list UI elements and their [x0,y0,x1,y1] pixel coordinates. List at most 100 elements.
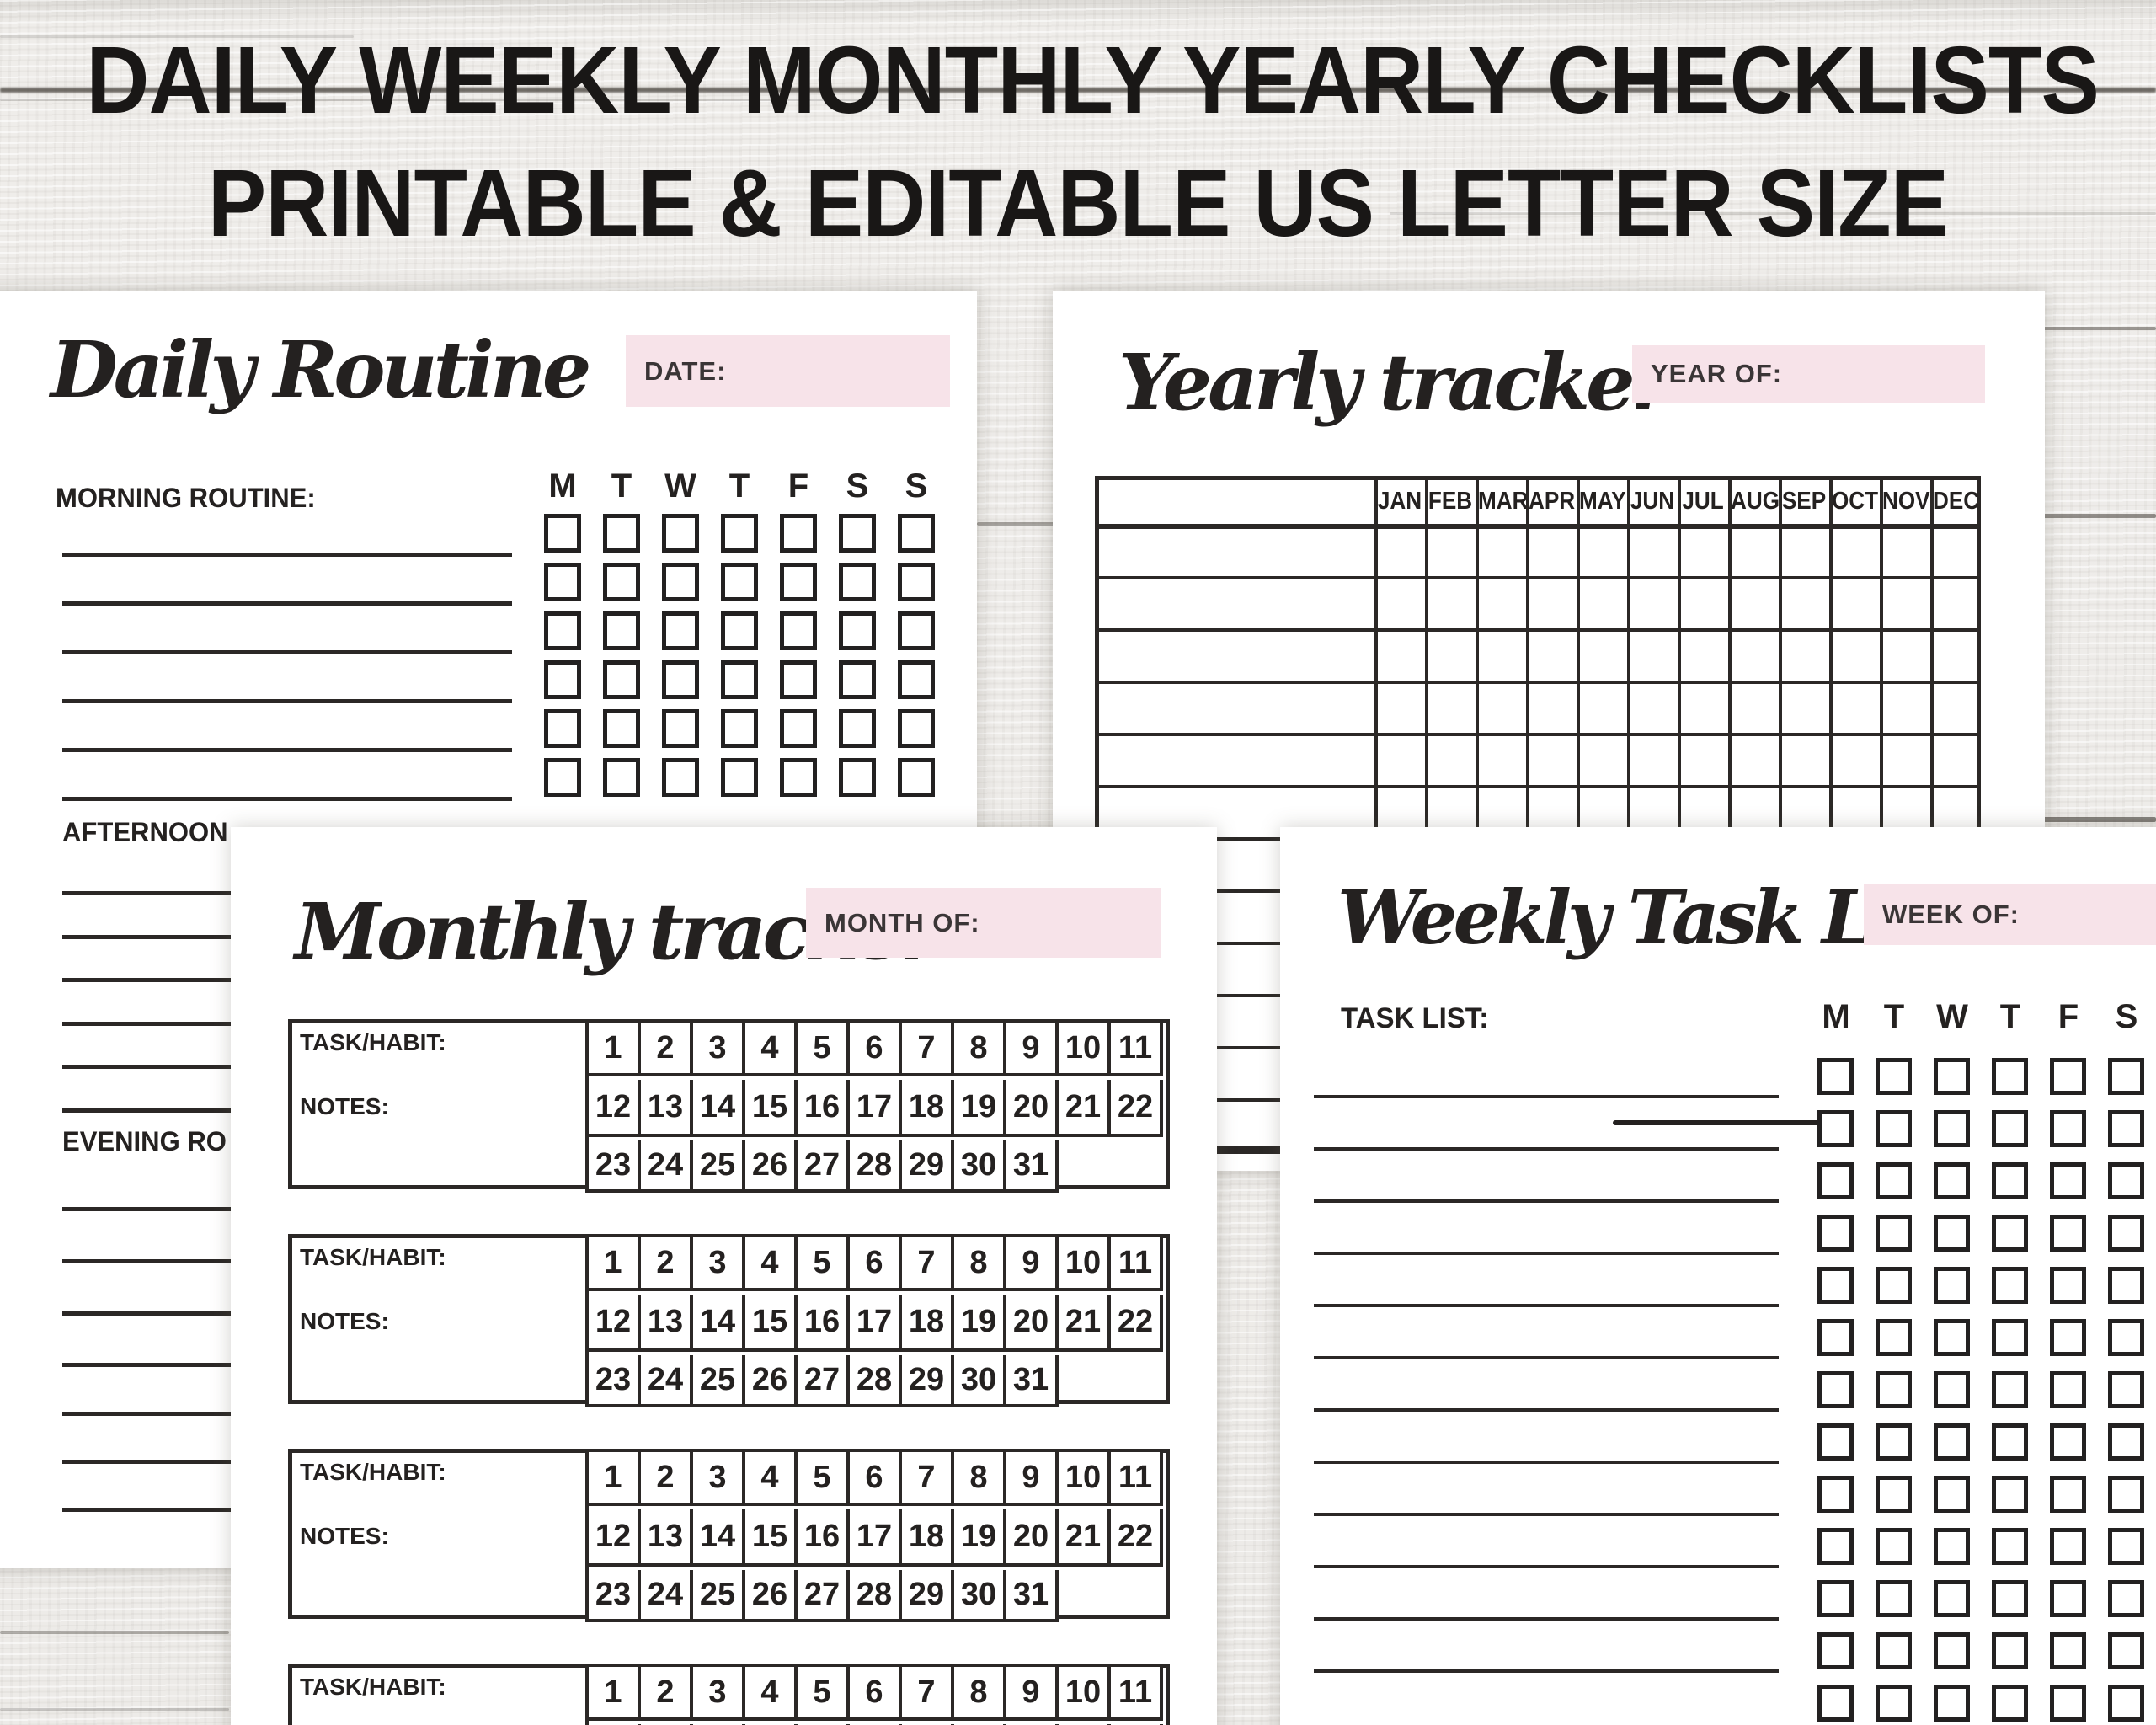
day-checkbox[interactable] [1992,1371,2028,1408]
day-number-cell[interactable]: 24 [641,1140,693,1193]
day-checkbox[interactable] [1876,1423,1912,1461]
day-checkbox[interactable] [1876,1319,1912,1356]
day-checkbox[interactable] [1992,1267,2028,1304]
day-checkbox[interactable] [2050,1685,2086,1722]
day-number-cell[interactable]: 4 [745,1452,798,1506]
day-checkbox[interactable] [662,758,699,797]
day-checkbox[interactable] [780,514,817,553]
day-number-cell[interactable]: 30 [954,1570,1006,1622]
day-checkbox[interactable] [1817,1267,1854,1304]
day-checkbox[interactable] [544,514,581,553]
day-number-cell[interactable]: 1 [589,1667,641,1721]
day-checkbox[interactable] [2050,1162,2086,1199]
day-checkbox[interactable] [780,758,817,797]
day-checkbox[interactable] [721,563,758,601]
day-number-cell[interactable]: 3 [693,1023,745,1076]
day-checkbox[interactable] [1817,1685,1854,1722]
day-checkbox[interactable] [2108,1162,2144,1199]
day-number-cell[interactable]: 3 [693,1237,745,1291]
day-checkbox[interactable] [1817,1319,1854,1356]
day-checkbox[interactable] [898,660,935,699]
day-number-cell[interactable]: 25 [693,1570,745,1622]
day-number-cell[interactable]: 30 [954,1140,1006,1193]
day-checkbox[interactable] [2050,1476,2086,1513]
day-checkbox[interactable] [1817,1162,1854,1199]
day-number-cell[interactable]: 1 [589,1023,641,1076]
day-checkbox[interactable] [662,709,699,748]
day-number-cell[interactable]: 7 [902,1452,954,1506]
day-number-cell[interactable]: 1 [589,1237,641,1291]
day-checkbox[interactable] [544,758,581,797]
day-number-cell[interactable]: 4 [745,1237,798,1291]
day-number-cell[interactable]: 8 [954,1237,1006,1291]
day-number-cell[interactable]: 31 [1006,1140,1059,1193]
day-checkbox[interactable] [1934,1267,1970,1304]
day-number-cell[interactable]: 10 [1059,1023,1111,1076]
day-number-cell[interactable]: 5 [798,1023,850,1076]
day-checkbox[interactable] [2050,1371,2086,1408]
day-checkbox[interactable] [1817,1476,1854,1513]
day-checkbox[interactable] [1876,1110,1912,1147]
day-checkbox[interactable] [839,611,876,650]
day-number-cell[interactable]: 17 [850,1509,902,1567]
day-checkbox[interactable] [1934,1215,1970,1252]
day-number-cell[interactable]: 15 [745,1509,798,1567]
day-number-cell[interactable]: 17 [850,1295,902,1352]
day-number-cell[interactable]: 19 [954,1509,1006,1567]
day-checkbox[interactable] [603,660,640,699]
day-number-cell[interactable]: 14 [693,1295,745,1352]
day-checkbox[interactable] [1934,1632,1970,1669]
day-checkbox[interactable] [839,660,876,699]
day-checkbox[interactable] [1992,1423,2028,1461]
day-checkbox[interactable] [662,514,699,553]
day-checkbox[interactable] [2050,1528,2086,1565]
day-checkbox[interactable] [1992,1528,2028,1565]
day-number-cell[interactable]: 27 [798,1355,850,1407]
day-number-cell[interactable]: 22 [1111,1080,1163,1137]
day-checkbox[interactable] [603,709,640,748]
day-checkbox[interactable] [1934,1371,1970,1408]
day-checkbox[interactable] [1992,1162,2028,1199]
day-number-cell[interactable]: 1 [589,1452,641,1506]
day-checkbox[interactable] [1934,1685,1970,1722]
date-field[interactable]: DATE: [626,335,950,407]
day-number-cell[interactable]: 18 [902,1509,954,1567]
day-number-cell[interactable]: 28 [850,1570,902,1622]
day-number-cell[interactable]: 19 [954,1080,1006,1137]
day-number-cell[interactable]: 24 [641,1570,693,1622]
day-number-cell[interactable]: 6 [850,1667,902,1721]
day-number-cell[interactable]: 7 [902,1667,954,1721]
day-checkbox[interactable] [1876,1476,1912,1513]
day-number-cell[interactable]: 5 [798,1667,850,1721]
day-number-cell[interactable]: 10 [1059,1667,1111,1721]
day-checkbox[interactable] [2050,1267,2086,1304]
day-checkbox[interactable] [780,660,817,699]
day-checkbox[interactable] [2050,1423,2086,1461]
day-checkbox[interactable] [2050,1215,2086,1252]
day-number-cell[interactable]: 9 [1006,1023,1059,1076]
day-number-cell[interactable]: 26 [745,1140,798,1193]
day-number-cell[interactable]: 13 [641,1509,693,1567]
day-checkbox[interactable] [1934,1423,1970,1461]
day-number-cell[interactable]: 4 [745,1667,798,1721]
day-number-cell[interactable]: 31 [1006,1355,1059,1407]
day-checkbox[interactable] [780,563,817,601]
day-checkbox[interactable] [2108,1215,2144,1252]
day-number-cell[interactable]: 11 [1111,1023,1163,1076]
day-checkbox[interactable] [2050,1580,2086,1617]
day-number-cell[interactable]: 3 [693,1452,745,1506]
day-number-cell[interactable]: 2 [641,1452,693,1506]
day-checkbox[interactable] [2108,1685,2144,1722]
day-number-cell[interactable]: 30 [954,1355,1006,1407]
day-checkbox[interactable] [2108,1476,2144,1513]
day-number-cell[interactable]: 5 [798,1237,850,1291]
day-number-cell[interactable]: 12 [589,1295,641,1352]
day-number-cell[interactable]: 27 [798,1140,850,1193]
day-checkbox[interactable] [1992,1632,2028,1669]
week-of-field[interactable]: WEEK OF: [1864,884,2156,945]
day-checkbox[interactable] [2050,1058,2086,1095]
day-number-cell[interactable]: 16 [798,1295,850,1352]
day-number-cell[interactable]: 29 [902,1355,954,1407]
day-number-cell[interactable]: 14 [693,1080,745,1137]
day-checkbox[interactable] [1876,1371,1912,1408]
